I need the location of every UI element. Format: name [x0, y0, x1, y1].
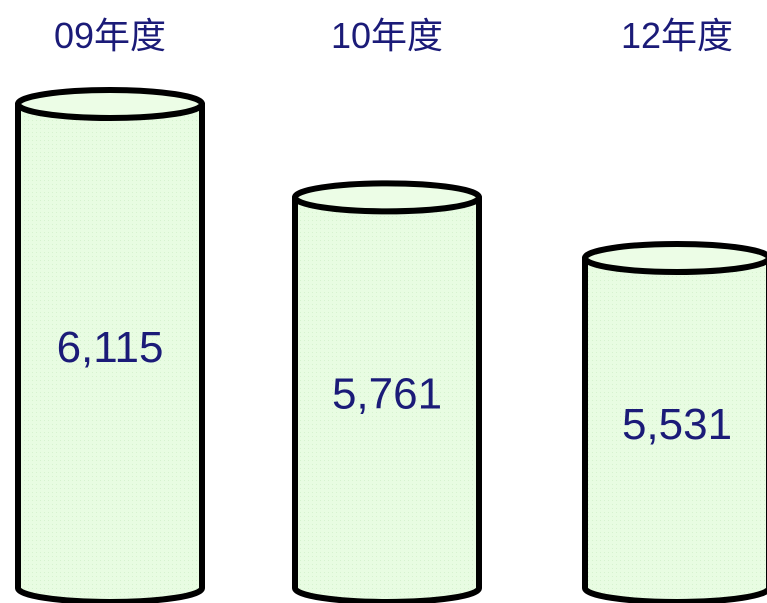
value-label: 5,761	[332, 370, 442, 419]
category-label: 10年度	[331, 15, 443, 56]
cylinder-bar	[15, 87, 205, 603]
cylinder-top	[292, 180, 482, 215]
cylinder-body	[292, 194, 482, 603]
category-label: 09年度	[54, 15, 166, 56]
cylinder-top	[582, 241, 767, 275]
value-label: 5,531	[622, 400, 732, 449]
cylinder-body	[582, 255, 767, 603]
cylinder-top	[15, 87, 205, 121]
cylinder-bar	[582, 241, 767, 603]
cylinder-bar	[292, 180, 482, 603]
value-label: 6,115	[57, 323, 164, 372]
cylinder-body	[15, 101, 205, 603]
category-label: 12年度	[621, 15, 733, 56]
